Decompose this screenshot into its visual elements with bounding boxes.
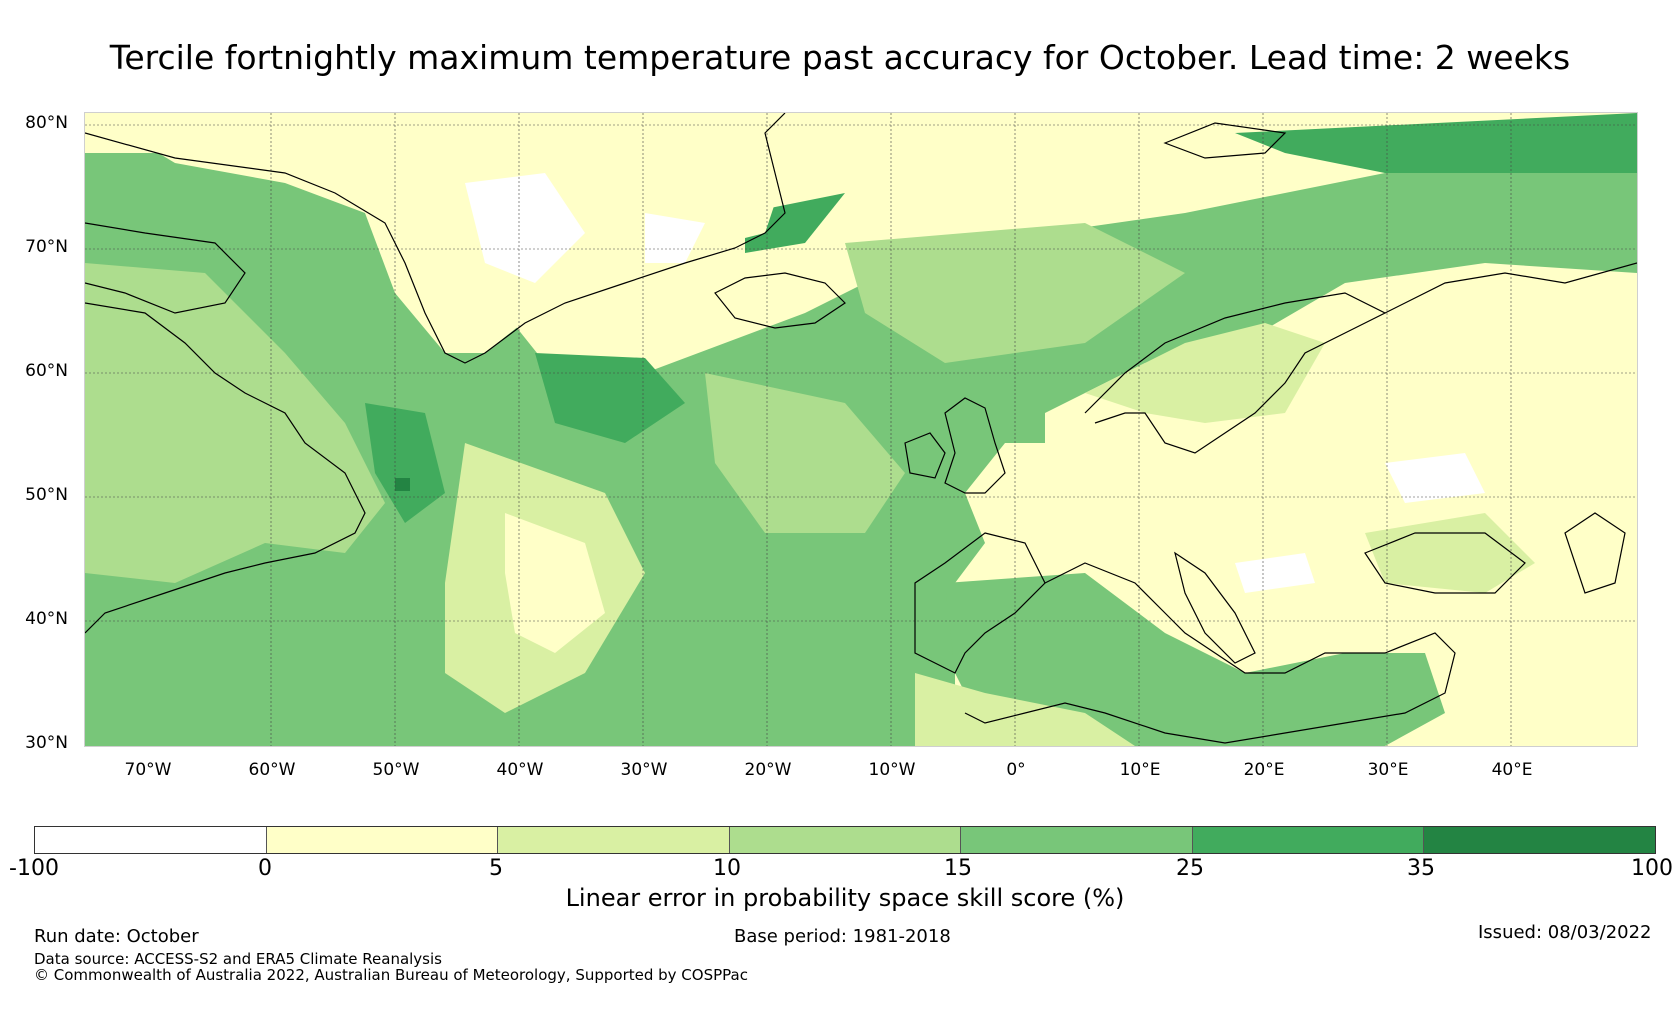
europe-north-coast bbox=[1384, 262, 1637, 314]
coastlines bbox=[85, 113, 1637, 744]
lat-label-50n: 50°N bbox=[25, 485, 68, 505]
mid-atlantic-pale-region bbox=[505, 513, 605, 653]
base-period: Base period: 1981-2018 bbox=[734, 926, 951, 947]
data-source: Data source: ACCESS-S2 and ERA5 Climate … bbox=[34, 950, 442, 968]
scandinavia-coast bbox=[1084, 292, 1387, 454]
mediterranean-coast bbox=[964, 562, 1456, 744]
colorbar-segment-5 bbox=[961, 827, 1193, 853]
caspian-coast bbox=[1564, 512, 1626, 594]
colorbar-tick: 5 bbox=[489, 856, 503, 881]
lat-label-60n: 60°N bbox=[25, 361, 68, 381]
black-sea-coast bbox=[1364, 532, 1526, 594]
greenland-negative-patch-2 bbox=[645, 213, 705, 263]
issued-date: Issued: 08/03/2022 bbox=[1478, 922, 1652, 943]
black-sea-light-skill bbox=[1365, 513, 1535, 593]
western-coast-skill-region bbox=[85, 263, 385, 583]
barents-high-skill bbox=[1235, 113, 1637, 173]
colorbar-tick: 100 bbox=[1631, 856, 1673, 881]
map-canvas bbox=[85, 113, 1637, 746]
greenland-low-skill bbox=[125, 113, 785, 353]
europe-negative-patch-2 bbox=[1235, 553, 1315, 593]
lon-label-0: 0° bbox=[1006, 760, 1026, 780]
newfoundland-peak-skill bbox=[395, 478, 410, 491]
greenland-coast bbox=[85, 113, 786, 364]
lon-label-10e: 10°E bbox=[1119, 760, 1161, 780]
iceland-coast bbox=[714, 272, 846, 329]
north-atlantic-high-skill bbox=[535, 353, 685, 443]
iberia-coast bbox=[914, 532, 1046, 674]
labrador-high-skill bbox=[365, 403, 445, 523]
colorbar-tick: 35 bbox=[1407, 856, 1435, 881]
colorbar-label: Linear error in probability space skill … bbox=[565, 884, 1125, 912]
map-title: Tercile fortnightly maximum temperature … bbox=[109, 38, 1571, 77]
lon-label-30e: 30°E bbox=[1367, 760, 1409, 780]
italy-coast bbox=[1174, 551, 1256, 664]
lon-label-10w: 10°W bbox=[868, 760, 916, 780]
graticule bbox=[85, 113, 1637, 746]
britain-coast bbox=[944, 397, 1006, 494]
colorbar bbox=[34, 826, 1656, 854]
ireland-coast bbox=[904, 432, 946, 479]
lon-label-40e: 40°E bbox=[1491, 760, 1533, 780]
colorbar-segment-7 bbox=[1424, 827, 1656, 853]
colorbar-tick: 10 bbox=[713, 856, 741, 881]
lat-label-80n: 80°N bbox=[25, 113, 68, 133]
colorbar-segment-1 bbox=[35, 827, 267, 853]
colorbar-tick: 25 bbox=[1176, 856, 1204, 881]
canada-coast bbox=[85, 302, 366, 634]
lon-label-30w: 30°W bbox=[620, 760, 668, 780]
mediterranean-skill bbox=[945, 573, 1445, 746]
colorbar-segment-2 bbox=[266, 827, 499, 853]
lon-label-70w: 70°W bbox=[124, 760, 172, 780]
lat-label-30n: 30°N bbox=[25, 733, 68, 753]
colorbar-segment-6 bbox=[1192, 827, 1425, 853]
greenland-negative-patch bbox=[465, 173, 585, 283]
skill-score-map[interactable] bbox=[84, 112, 1638, 747]
lon-label-20e: 20°E bbox=[1243, 760, 1285, 780]
copyright: © Commonwealth of Australia 2022, Austra… bbox=[34, 966, 748, 984]
north-africa-light-skill bbox=[915, 673, 1135, 746]
run-date: Run date: October bbox=[34, 926, 199, 947]
lat-label-70n: 70°N bbox=[25, 237, 68, 257]
lon-label-50w: 50°W bbox=[372, 760, 420, 780]
europe-negative-patch bbox=[1385, 453, 1485, 503]
svalbard-coast bbox=[1163, 122, 1287, 159]
lat-label-40n: 40°N bbox=[25, 609, 68, 629]
central-atlantic-light-region bbox=[705, 373, 905, 533]
colorbar-tick: 15 bbox=[944, 856, 972, 881]
lon-label-20w: 20°W bbox=[744, 760, 792, 780]
baffin-coast bbox=[85, 222, 246, 314]
colorbar-segment-4 bbox=[729, 827, 962, 853]
colorbar-segment-3 bbox=[498, 827, 730, 853]
lon-label-60w: 60°W bbox=[248, 760, 296, 780]
lon-label-40w: 40°W bbox=[496, 760, 544, 780]
colorbar-tick: -100 bbox=[9, 856, 59, 881]
colorbar-tick: 0 bbox=[258, 856, 272, 881]
